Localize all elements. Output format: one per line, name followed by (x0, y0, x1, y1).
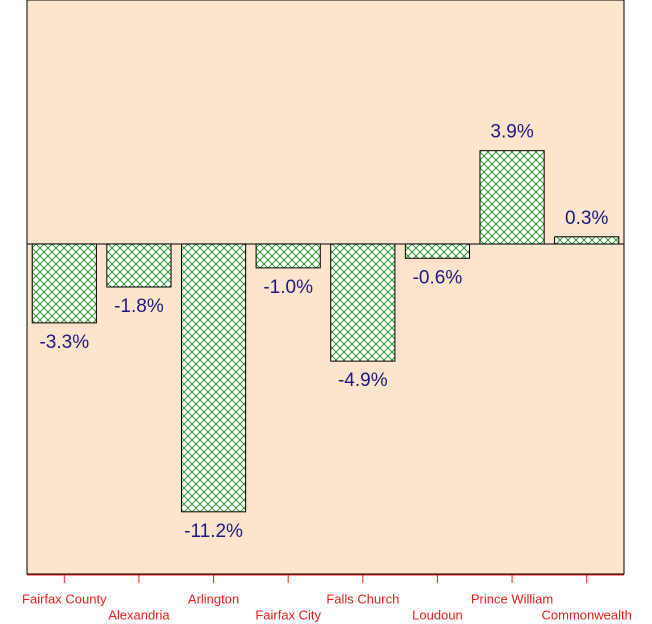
value-label: -11.2% (184, 521, 243, 542)
bar (255, 243, 321, 269)
x-tick-label: Falls Church (326, 591, 399, 606)
value-label: -3.3% (39, 332, 89, 353)
bar (31, 243, 97, 324)
bar (180, 243, 247, 513)
x-tick-label: Alexandria (108, 607, 170, 622)
bar (106, 243, 172, 288)
value-label: -0.6% (413, 267, 463, 288)
value-label: -1.0% (263, 277, 313, 298)
bar (554, 236, 620, 245)
x-tick-label: Loudoun (412, 607, 463, 622)
x-tick-label: Arlington (188, 591, 239, 606)
value-label: -1.8% (114, 296, 164, 317)
value-label: -4.9% (338, 370, 388, 391)
value-label: 3.9% (490, 122, 533, 143)
x-tick-label: Fairfax County (22, 591, 107, 606)
x-tick-label: Fairfax City (255, 607, 321, 622)
x-tick-label: Commonwealth (542, 607, 632, 622)
bar (330, 243, 396, 362)
x-tick-label: Prince William (471, 591, 553, 606)
value-label: 0.3% (565, 208, 608, 229)
bar (404, 243, 471, 259)
bar (479, 150, 545, 245)
